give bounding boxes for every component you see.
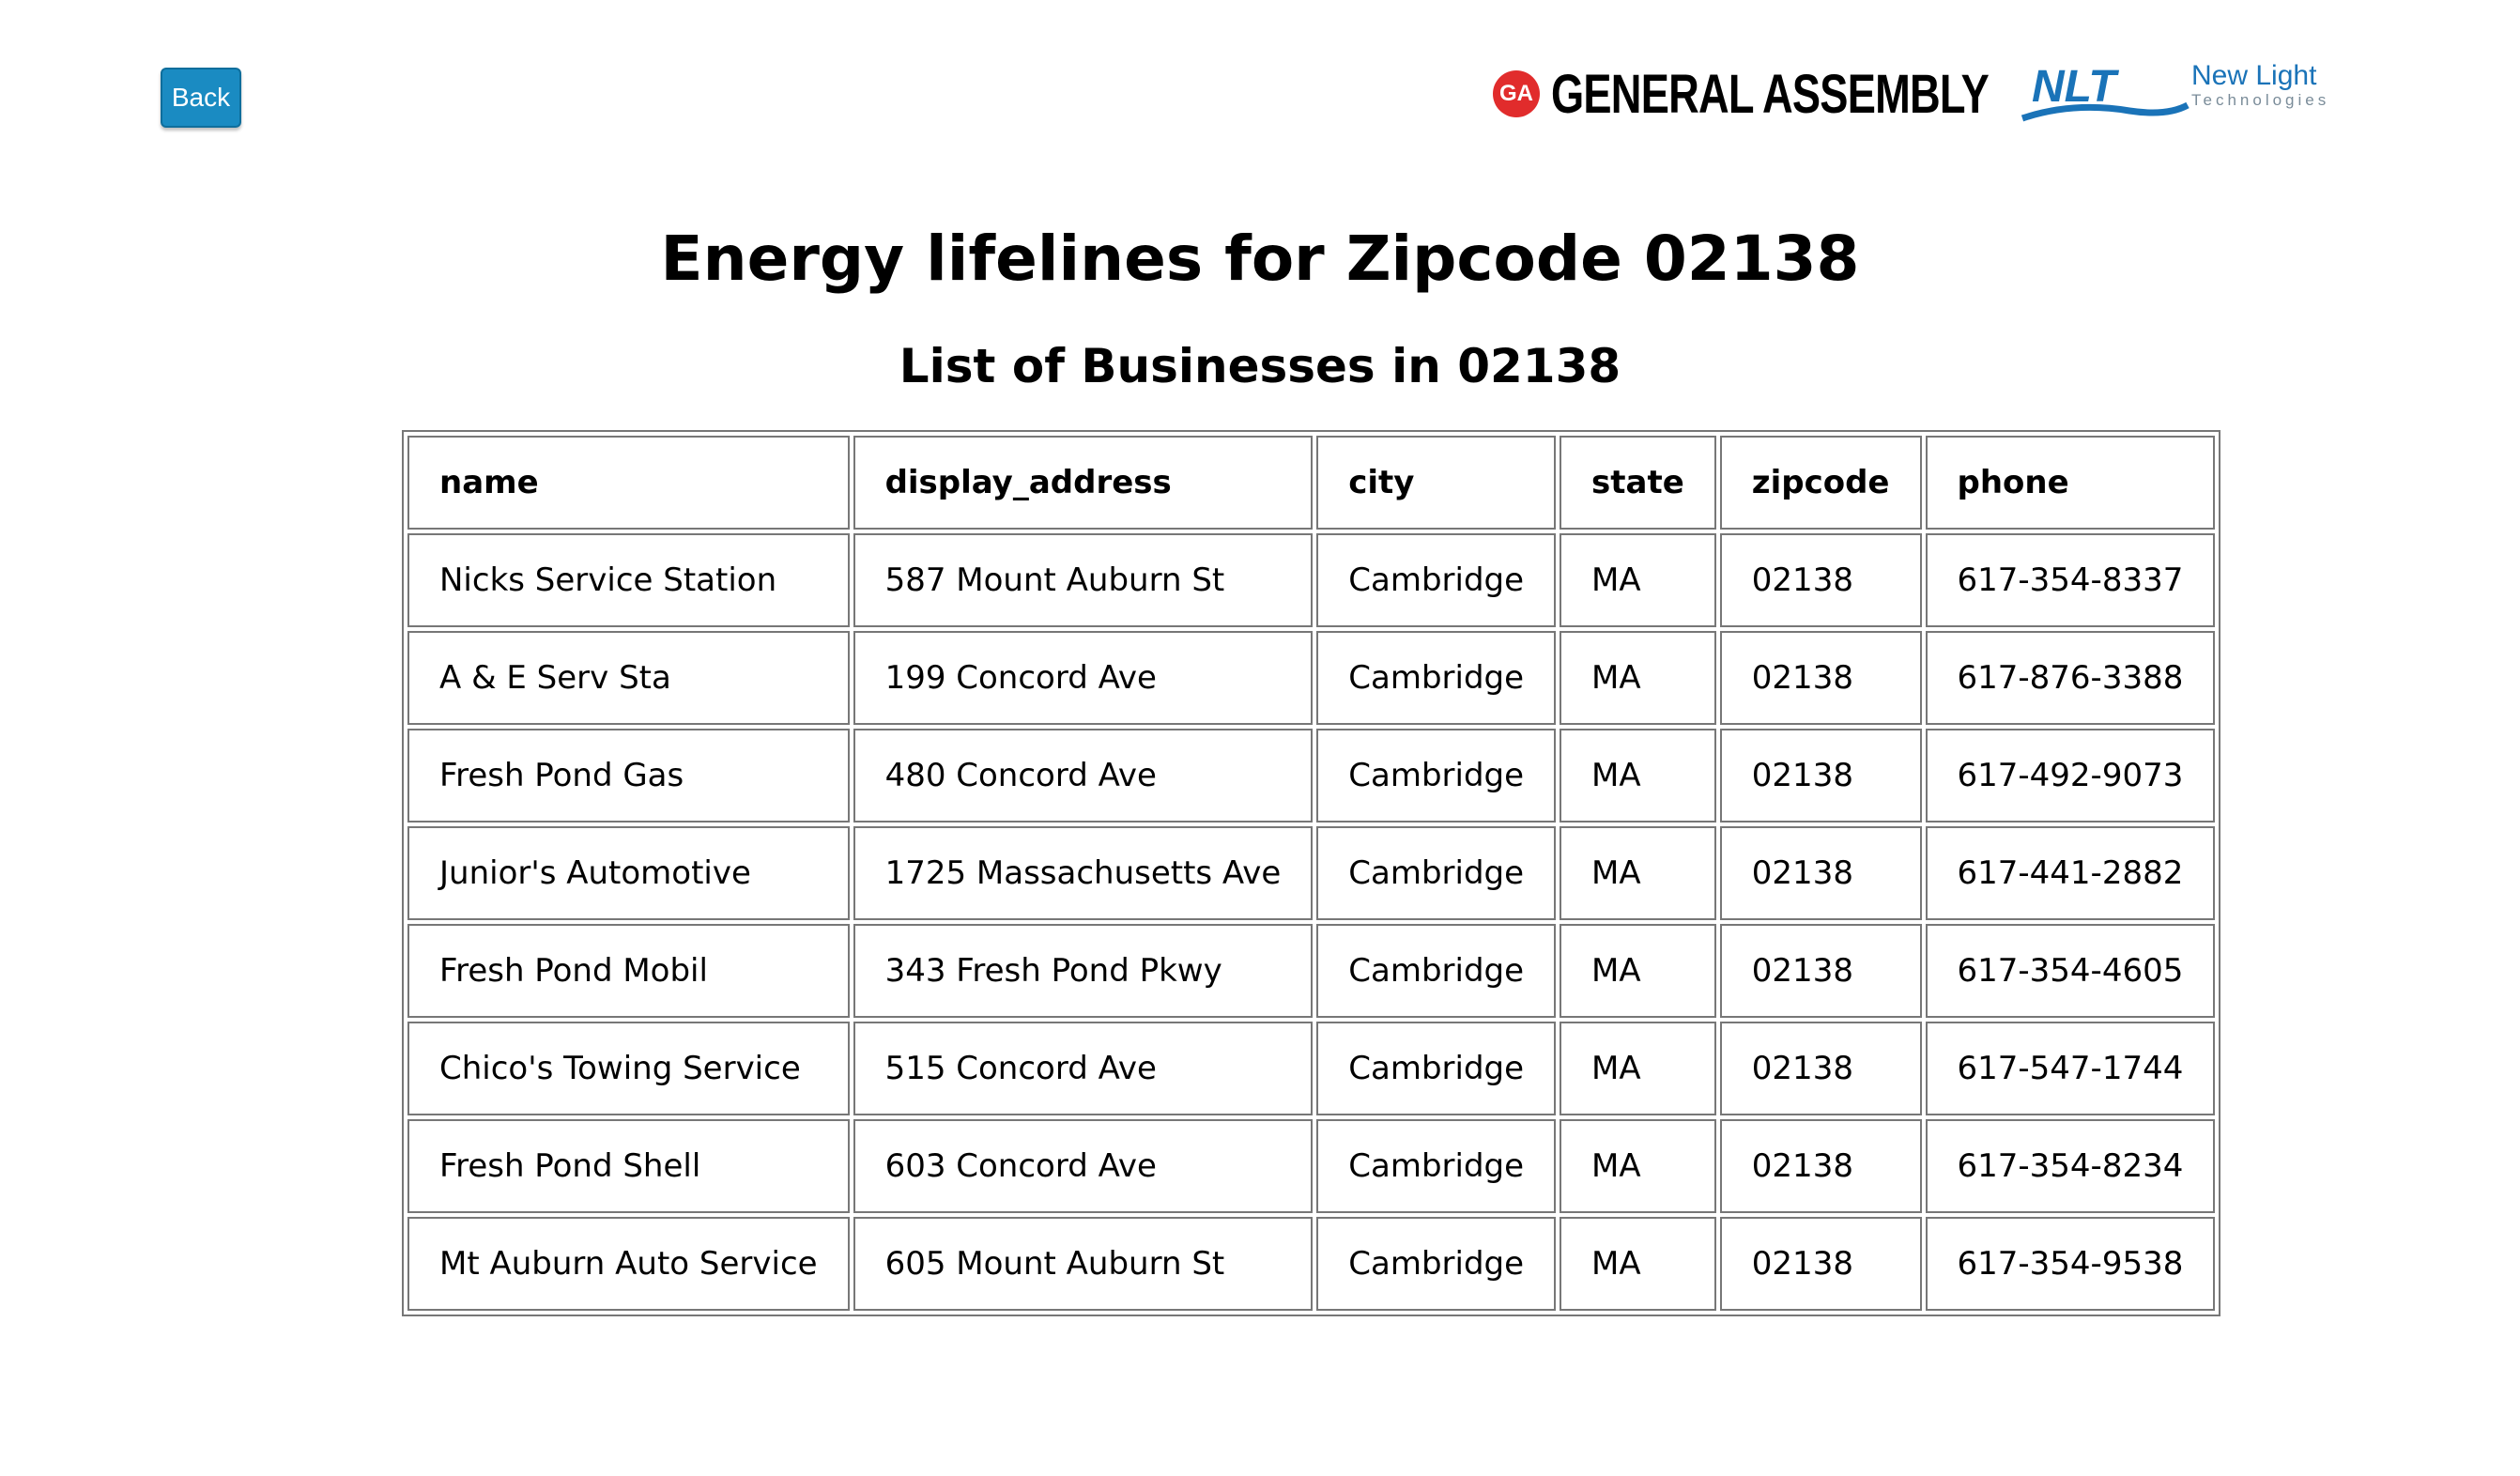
cell-name: Mt Auburn Auto Service [407, 1217, 850, 1311]
page-title: Energy lifelines for Zipcode 02138 [660, 223, 1860, 295]
cell-name: Fresh Pond Mobil [407, 924, 850, 1018]
cell-state: MA [1560, 1217, 1716, 1311]
cell-phone: 617-441-2882 [1925, 826, 2216, 920]
cell-state: MA [1560, 1022, 1716, 1115]
cell-zipcode: 02138 [1719, 924, 1922, 1018]
cell-zipcode: 02138 [1719, 533, 1922, 627]
cell-city: Cambridge [1316, 826, 1557, 920]
business-table-container: name display_address city state zipcode … [402, 430, 2221, 1316]
cell-address: 1725 Massachusetts Ave [853, 826, 1314, 920]
nlt-mark-icon: NLT [2021, 62, 2190, 122]
cell-zipcode: 02138 [1719, 1119, 1922, 1213]
table-row: Fresh Pond Shell 603 Concord Ave Cambrid… [407, 1119, 2216, 1213]
cell-phone: 617-492-9073 [1925, 729, 2216, 823]
cell-state: MA [1560, 1119, 1716, 1213]
nlt-mark-text: NLT [2032, 62, 2119, 112]
cell-city: Cambridge [1316, 1022, 1557, 1115]
new-light-technologies-logo: NLT New Light Technologies [2017, 60, 2392, 126]
cell-city: Cambridge [1316, 533, 1557, 627]
column-header-display-address: display_address [853, 436, 1314, 530]
nlt-tagline: Technologies [2191, 91, 2330, 109]
cell-name: Junior's Automotive [407, 826, 850, 920]
table-row: Chico's Towing Service 515 Concord Ave C… [407, 1022, 2216, 1115]
ga-logo-text: GENERAL ASSEMBLY [1551, 63, 1990, 125]
cell-address: 343 Fresh Pond Pkwy [853, 924, 1314, 1018]
cell-state: MA [1560, 533, 1716, 627]
cell-phone: 617-547-1744 [1925, 1022, 2216, 1115]
table-header-row: name display_address city state zipcode … [407, 436, 2216, 530]
nlt-name: New Light [2191, 60, 2317, 91]
cell-address: 587 Mount Auburn St [853, 533, 1314, 627]
cell-phone: 617-354-9538 [1925, 1217, 2216, 1311]
cell-zipcode: 02138 [1719, 1217, 1922, 1311]
cell-phone: 617-354-4605 [1925, 924, 2216, 1018]
column-header-zipcode: zipcode [1719, 436, 1922, 530]
cell-name: Fresh Pond Shell [407, 1119, 850, 1213]
cell-state: MA [1560, 924, 1716, 1018]
table-row: Fresh Pond Gas 480 Concord Ave Cambridge… [407, 729, 2216, 823]
cell-phone: 617-354-8337 [1925, 533, 2216, 627]
column-header-state: state [1560, 436, 1716, 530]
cell-city: Cambridge [1316, 1217, 1557, 1311]
cell-city: Cambridge [1316, 729, 1557, 823]
page-subtitle: List of Businesses in 02138 [899, 339, 1621, 393]
cell-state: MA [1560, 826, 1716, 920]
table-row: Junior's Automotive 1725 Massachusetts A… [407, 826, 2216, 920]
cell-address: 515 Concord Ave [853, 1022, 1314, 1115]
ga-badge-icon: GA [1493, 70, 1540, 117]
table-row: Fresh Pond Mobil 343 Fresh Pond Pkwy Cam… [407, 924, 2216, 1018]
cell-name: Nicks Service Station [407, 533, 850, 627]
business-table: name display_address city state zipcode … [402, 430, 2221, 1316]
cell-zipcode: 02138 [1719, 631, 1922, 725]
cell-address: 603 Concord Ave [853, 1119, 1314, 1213]
general-assembly-logo: GA GENERAL ASSEMBLY [1493, 64, 2112, 125]
column-header-city: city [1316, 436, 1557, 530]
cell-city: Cambridge [1316, 924, 1557, 1018]
cell-zipcode: 02138 [1719, 1022, 1922, 1115]
cell-state: MA [1560, 729, 1716, 823]
table-row: A & E Serv Sta 199 Concord Ave Cambridge… [407, 631, 2216, 725]
cell-address: 199 Concord Ave [853, 631, 1314, 725]
cell-city: Cambridge [1316, 631, 1557, 725]
cell-name: Chico's Towing Service [407, 1022, 850, 1115]
cell-address: 605 Mount Auburn St [853, 1217, 1314, 1311]
cell-name: Fresh Pond Gas [407, 729, 850, 823]
column-header-name: name [407, 436, 850, 530]
cell-address: 480 Concord Ave [853, 729, 1314, 823]
back-button[interactable]: Back [161, 68, 241, 128]
cell-phone: 617-354-8234 [1925, 1119, 2216, 1213]
column-header-phone: phone [1925, 436, 2216, 530]
cell-city: Cambridge [1316, 1119, 1557, 1213]
cell-zipcode: 02138 [1719, 729, 1922, 823]
cell-phone: 617-876-3388 [1925, 631, 2216, 725]
cell-zipcode: 02138 [1719, 826, 1922, 920]
cell-name: A & E Serv Sta [407, 631, 850, 725]
table-row: Nicks Service Station 587 Mount Auburn S… [407, 533, 2216, 627]
table-row: Mt Auburn Auto Service 605 Mount Auburn … [407, 1217, 2216, 1311]
cell-state: MA [1560, 631, 1716, 725]
